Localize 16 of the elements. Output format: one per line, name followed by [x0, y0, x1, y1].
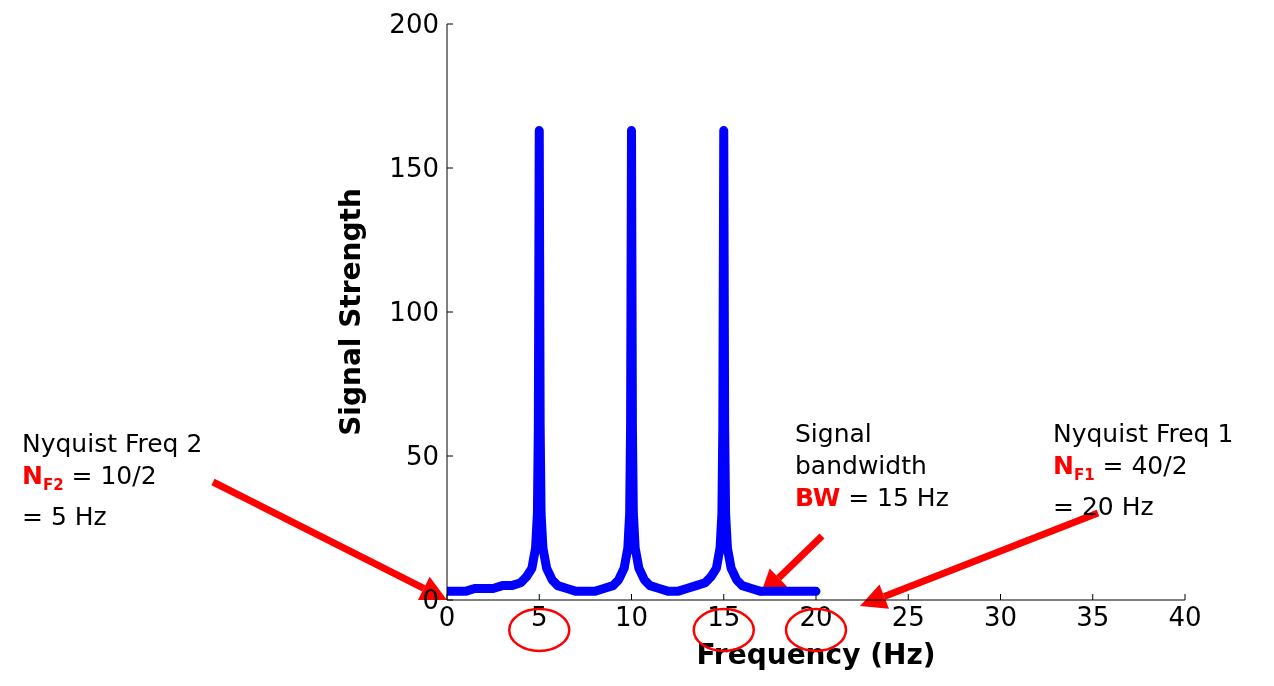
x-tick-label: 35: [1076, 602, 1110, 633]
x-tick-label: 30: [983, 602, 1018, 633]
y-tick-label: 150: [389, 153, 439, 184]
x-tick-label: 10: [614, 602, 649, 633]
y-tick-label: 200: [389, 9, 439, 40]
text: Nyquist Freq 2 N$_{F2}$ = 10/2 = 5 Hz: [22, 429, 203, 531]
x-tick-label: 40: [1168, 602, 1202, 633]
y-axis-title: Signal Strength: [334, 188, 367, 436]
x-tick-label: 15: [707, 602, 741, 633]
x-tick-label: 5: [530, 602, 548, 633]
y-tick-label: 50: [405, 441, 439, 472]
annotation: Signal bandwidth BW = 15 Hz: [795, 419, 949, 512]
y-tick-label: 100: [389, 297, 439, 328]
x-axis-title: Frequency (Hz): [696, 638, 936, 671]
annotation: Nyquist Freq 1 N$_{F1}$ = 40/2 = 20 Hz: [1053, 419, 1234, 521]
x-tick-label: 25: [891, 602, 925, 633]
